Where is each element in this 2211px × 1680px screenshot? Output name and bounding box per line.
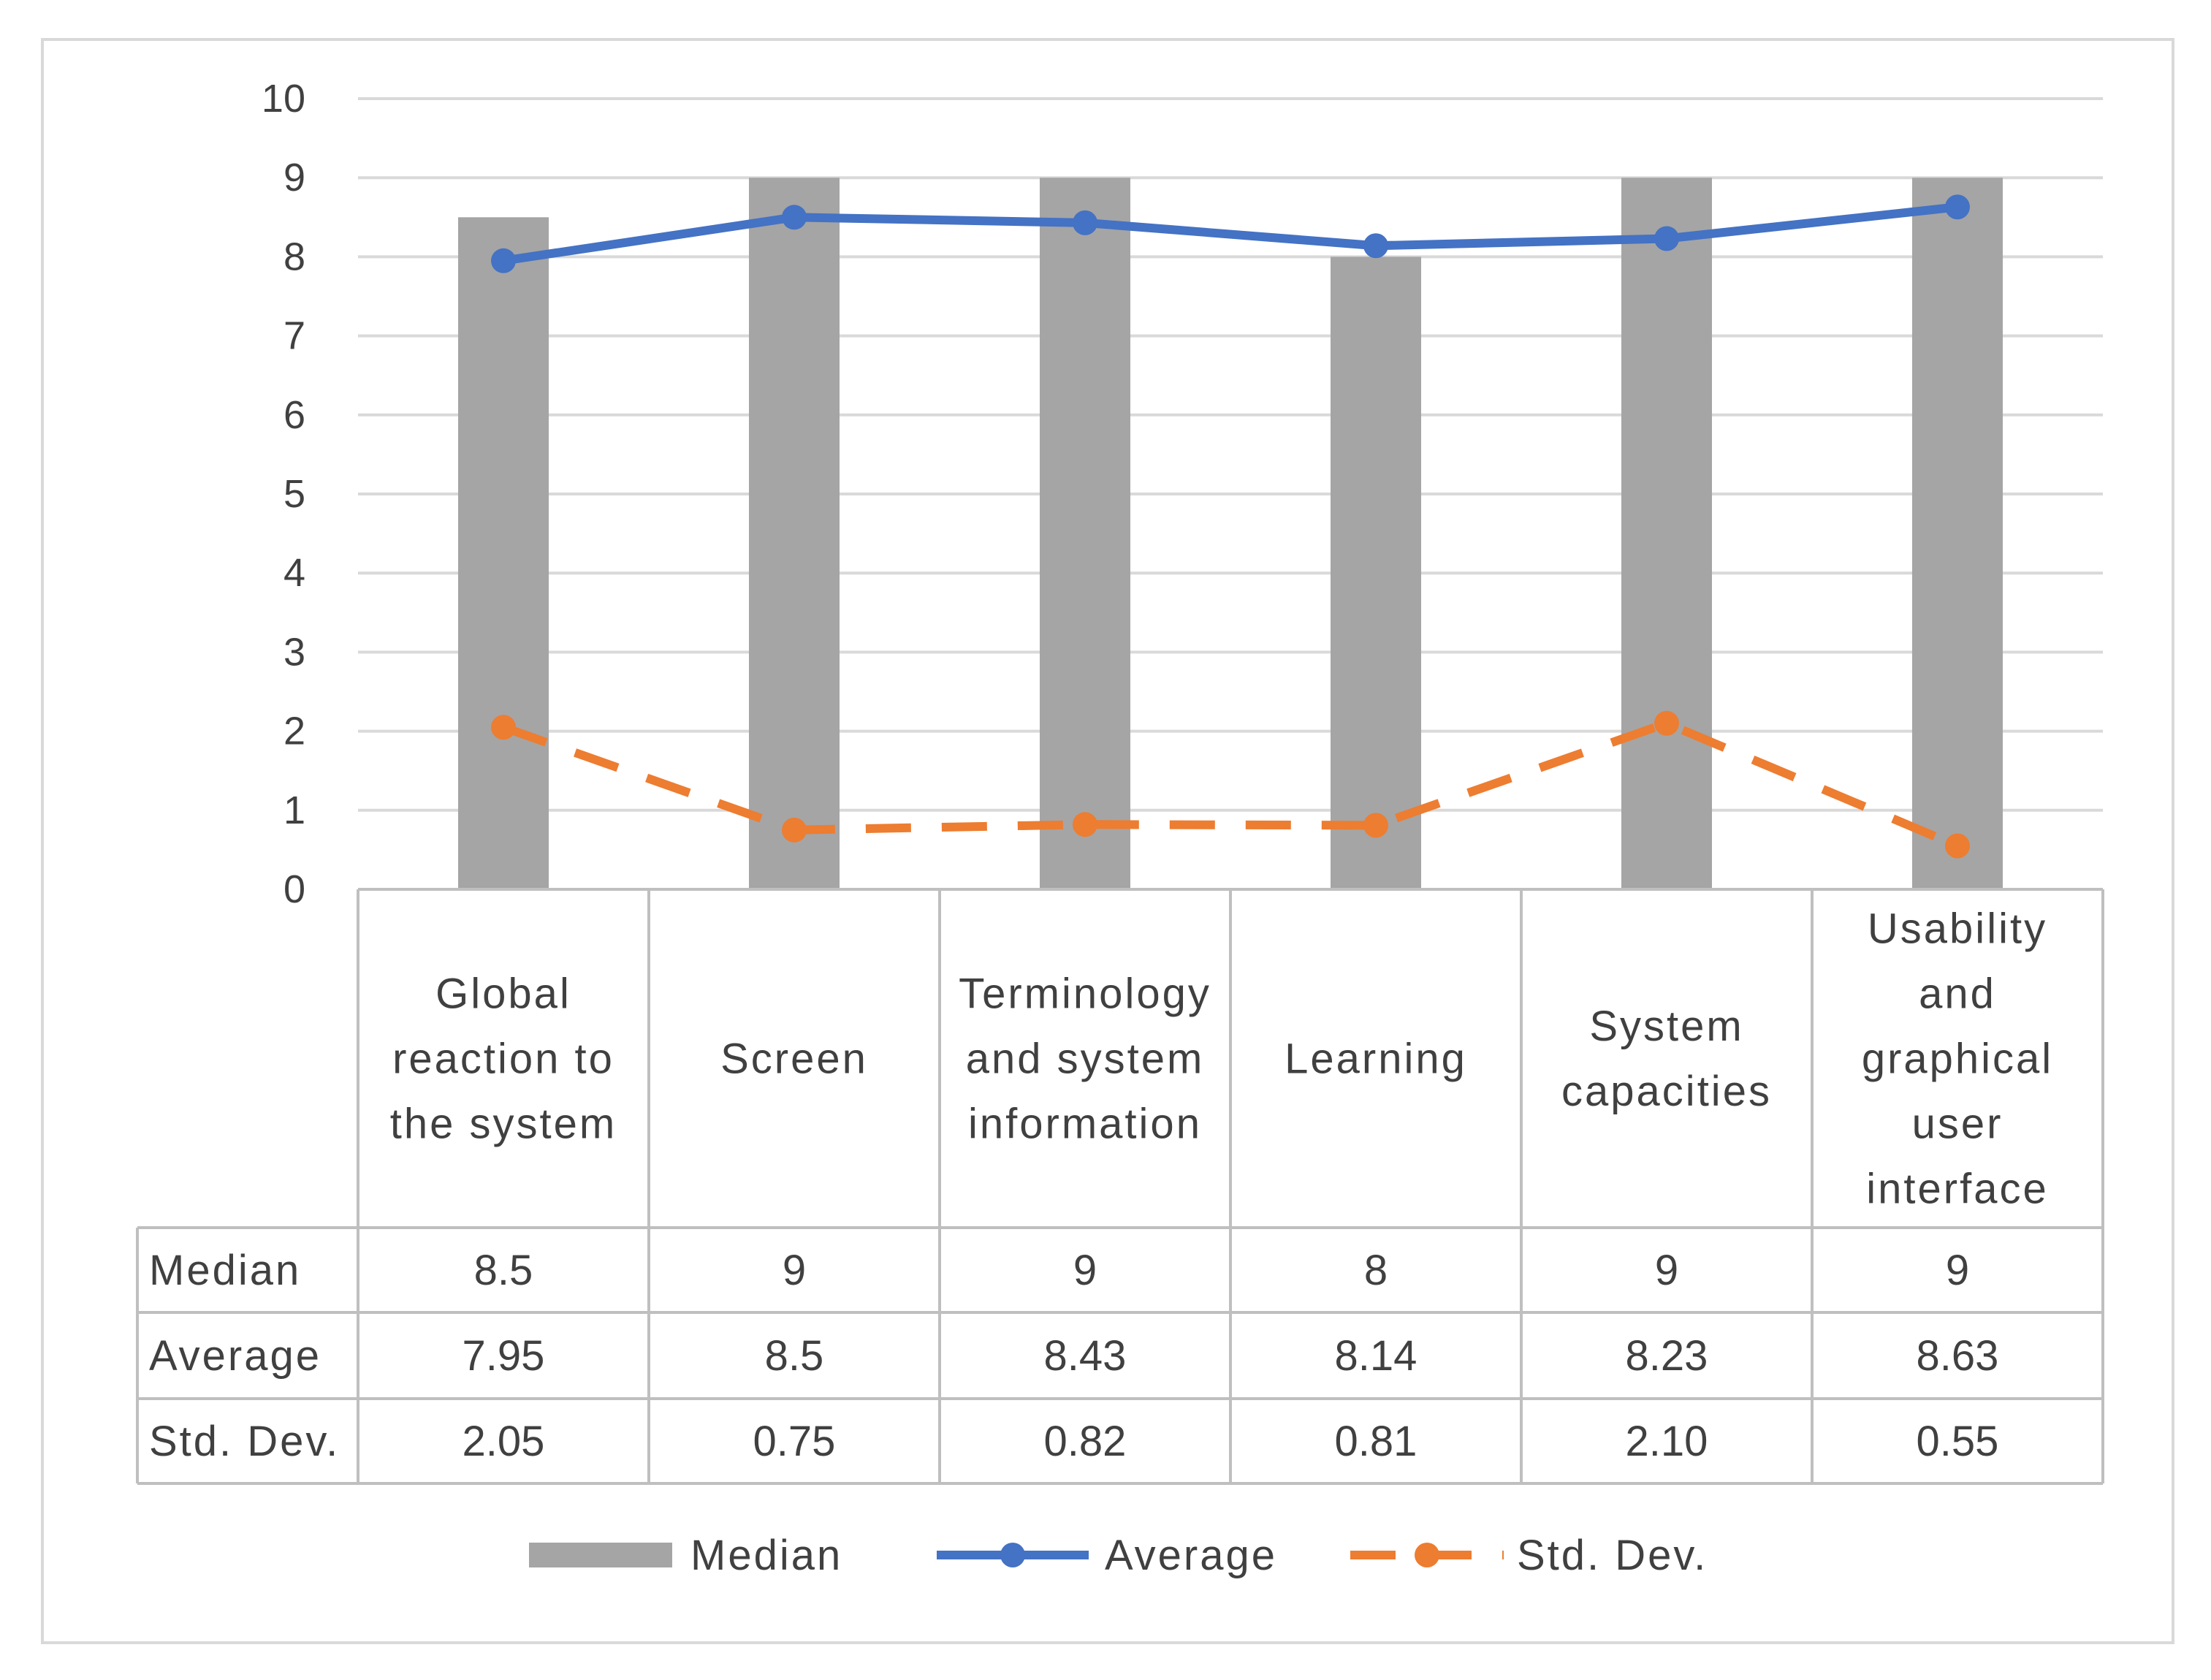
average-point: [1654, 226, 1679, 251]
median-bars: [458, 178, 2003, 889]
std-dev-point: [1073, 812, 1097, 837]
std-dev-point: [1363, 813, 1388, 838]
category-label: Screen: [720, 1035, 868, 1083]
category-label: Learning: [1285, 1035, 1467, 1083]
category-label: System: [1589, 1003, 1743, 1050]
category-label: and: [1919, 970, 1996, 1018]
average-line: [499, 202, 1962, 265]
table-cell: 0.82: [1044, 1418, 1127, 1465]
std-dev-point: [782, 817, 807, 843]
legend-swatch-median: [529, 1543, 672, 1567]
average-point: [1073, 210, 1097, 235]
table-cell: 7.95: [463, 1332, 545, 1380]
table-cell: 9: [1655, 1247, 1678, 1294]
y-tick-label: 0: [283, 867, 305, 911]
y-axis-ticks: 0 1 2 3 4 5 6 7 8 9 10: [262, 77, 305, 911]
y-tick-label: 3: [283, 630, 305, 674]
category-label: capacities: [1561, 1068, 1772, 1115]
category-label: reaction to: [392, 1035, 614, 1083]
table-cell: 2.05: [463, 1418, 545, 1465]
category-label: and system: [966, 1035, 1205, 1083]
median-bar: [1621, 178, 1712, 889]
category-label: the system: [390, 1101, 617, 1148]
table-cell: 8.63: [1917, 1332, 1999, 1380]
average-point: [1363, 233, 1388, 259]
median-bar: [1040, 178, 1130, 889]
average-point: [491, 248, 516, 273]
legend-label: Average: [1105, 1532, 1277, 1579]
category-label: information: [968, 1101, 1202, 1148]
legend-label: Median: [690, 1532, 842, 1579]
series-lines: [491, 194, 1970, 859]
table-cell: 2.10: [1626, 1418, 1708, 1465]
table-cell: 9: [1073, 1247, 1097, 1294]
category-label: user: [1912, 1101, 2003, 1148]
average-point: [1945, 194, 1970, 220]
table-row-label: Median: [149, 1247, 301, 1294]
table-cell: 8.14: [1335, 1332, 1417, 1380]
std-dev-line: [502, 718, 1960, 851]
gridlines: [358, 97, 2103, 812]
table-cell: 8.5: [765, 1332, 824, 1380]
median-bar: [458, 217, 549, 889]
data-table: Global reaction to the system Screen Termino…: [136, 888, 2104, 1485]
table-cell: 9: [783, 1247, 806, 1294]
y-tick-label: 1: [283, 788, 305, 832]
y-tick-label: 2: [283, 710, 305, 753]
y-tick-label: 10: [262, 77, 305, 121]
table-cell: 8.43: [1044, 1332, 1127, 1380]
table-cell: 8.5: [474, 1247, 533, 1294]
category-label: Global: [435, 970, 571, 1018]
legend: Median Average Std. Dev.: [529, 1532, 1708, 1579]
y-tick-label: 8: [283, 235, 305, 278]
median-bar: [1912, 178, 2003, 889]
category-label: Terminology: [959, 970, 1211, 1018]
legend-label: Std. Dev.: [1517, 1532, 1708, 1579]
median-bar: [749, 178, 840, 889]
table-cell: 0.75: [753, 1418, 836, 1465]
category-label: interface: [1866, 1166, 2048, 1213]
std-dev-point: [1945, 833, 1970, 859]
std-dev-point: [1654, 710, 1679, 736]
y-tick-label: 5: [283, 472, 305, 516]
table-cell: 8: [1364, 1247, 1388, 1294]
y-tick-label: 6: [283, 393, 305, 437]
y-tick-label: 4: [283, 551, 305, 595]
table-cell: 8.23: [1626, 1332, 1708, 1380]
average-point: [782, 205, 807, 230]
median-bar: [1331, 256, 1421, 889]
table-row-label: Std. Dev.: [149, 1418, 340, 1465]
y-tick-label: 7: [283, 314, 305, 358]
category-label: Usability: [1868, 905, 2047, 953]
legend-marker-average: [1000, 1543, 1025, 1567]
category-label: graphical: [1862, 1035, 2053, 1083]
std-dev-point: [491, 715, 516, 740]
y-tick-label: 9: [283, 156, 305, 199]
table-row-label: Average: [149, 1332, 321, 1380]
table-cell: 0.55: [1917, 1418, 1999, 1465]
legend-marker-std-dev: [1415, 1543, 1439, 1567]
table-cell: 0.81: [1335, 1418, 1417, 1465]
table-cell: 9: [1946, 1247, 1969, 1294]
